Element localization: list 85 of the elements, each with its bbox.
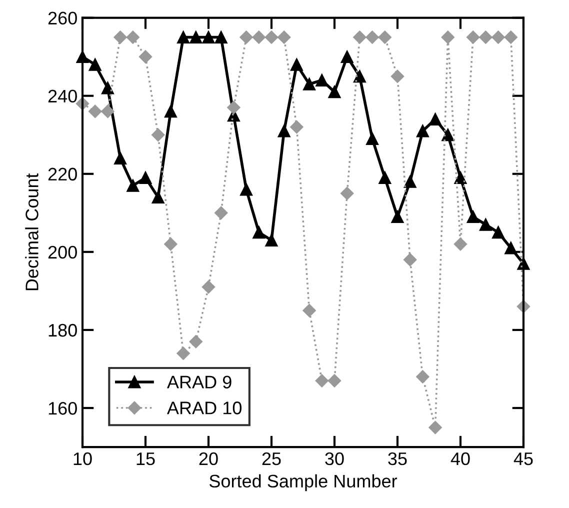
point xyxy=(315,374,328,388)
point xyxy=(139,172,152,184)
point xyxy=(441,30,454,44)
point xyxy=(214,206,228,220)
point xyxy=(340,186,354,200)
point xyxy=(177,31,190,44)
point xyxy=(240,30,253,44)
y-tick-label: 200 xyxy=(48,246,77,259)
y-axis-title: Decimal Count xyxy=(25,173,38,290)
point xyxy=(366,132,379,146)
point xyxy=(138,50,152,64)
point xyxy=(176,346,190,360)
point xyxy=(202,31,215,44)
x-tick-label: 35 xyxy=(388,452,407,466)
point xyxy=(504,30,518,44)
point xyxy=(328,374,342,388)
y-tick-label: 240 xyxy=(48,90,77,103)
x-tick-label: 10 xyxy=(74,452,92,466)
x-tick-label: 45 xyxy=(514,452,533,466)
point xyxy=(404,253,417,266)
y-tick-label: 160 xyxy=(48,402,77,415)
point xyxy=(164,238,178,251)
point xyxy=(114,30,127,44)
x-tick-label: 20 xyxy=(199,452,218,466)
point xyxy=(126,179,140,192)
point xyxy=(429,112,442,126)
point xyxy=(302,304,316,318)
point xyxy=(278,124,290,138)
point xyxy=(252,226,266,239)
x-axis-title: Sorted Sample Number xyxy=(209,474,398,492)
point xyxy=(428,420,442,434)
point xyxy=(390,70,404,83)
point xyxy=(189,335,202,348)
point xyxy=(504,242,518,254)
point xyxy=(328,86,341,98)
point xyxy=(278,30,291,44)
point xyxy=(202,280,216,294)
point xyxy=(240,183,253,196)
legend-label: ARAD 10 xyxy=(166,402,242,414)
point xyxy=(303,78,316,90)
x-tick-label: 30 xyxy=(325,452,344,466)
point xyxy=(264,30,278,44)
point xyxy=(466,30,480,44)
point xyxy=(416,370,430,384)
point xyxy=(114,152,127,165)
point xyxy=(479,30,492,44)
point xyxy=(479,218,492,231)
point xyxy=(265,234,278,246)
y-tick-label: 220 xyxy=(48,168,77,181)
point xyxy=(353,70,366,83)
point xyxy=(290,120,304,134)
x-tick-label: 40 xyxy=(450,452,470,466)
point xyxy=(126,30,140,44)
point xyxy=(290,58,303,71)
point xyxy=(101,104,114,118)
point xyxy=(101,82,114,94)
x-tick-label: 25 xyxy=(262,452,281,466)
point xyxy=(391,210,404,224)
point xyxy=(190,31,202,44)
point xyxy=(466,210,480,224)
point xyxy=(214,31,228,44)
point xyxy=(88,104,102,118)
point xyxy=(340,50,354,64)
point xyxy=(252,30,266,44)
point xyxy=(378,30,392,44)
point xyxy=(366,30,379,44)
point xyxy=(353,30,366,44)
point xyxy=(378,172,392,184)
point xyxy=(442,128,454,142)
point xyxy=(164,105,177,118)
point xyxy=(404,175,416,188)
point xyxy=(454,172,467,184)
point xyxy=(152,191,164,204)
point xyxy=(88,58,102,71)
y-tick-label: 260 xyxy=(48,12,77,24)
point xyxy=(492,30,505,44)
point xyxy=(492,226,505,239)
legend-label: ARAD 9 xyxy=(166,376,232,388)
y-tick-label: 180 xyxy=(48,324,77,337)
point xyxy=(454,238,468,251)
point xyxy=(316,74,328,86)
point xyxy=(152,128,165,142)
point xyxy=(416,124,429,138)
point xyxy=(227,100,240,114)
x-tick-label: 15 xyxy=(136,452,155,466)
